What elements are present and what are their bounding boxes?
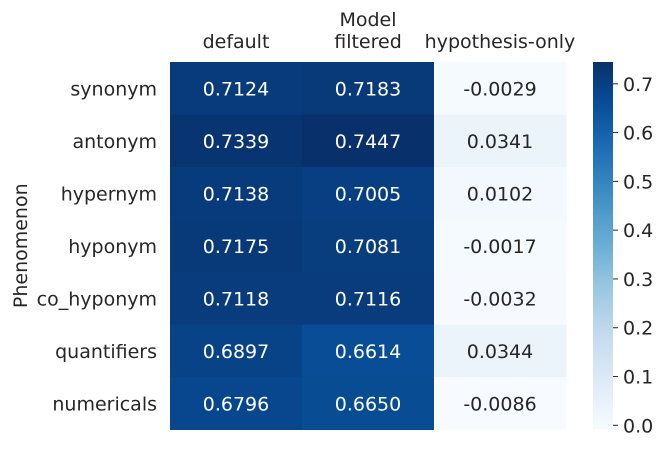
row-label: hyponym bbox=[68, 236, 157, 258]
colorbar-tick-label: 0.2 bbox=[623, 318, 653, 340]
heatmap-cell bbox=[434, 62, 567, 115]
heatmap-cell bbox=[170, 272, 303, 325]
heatmap-cell bbox=[302, 219, 435, 273]
cell-value-label: -0.0032 bbox=[463, 288, 536, 310]
column-labels: default filtered hypothesis-only bbox=[203, 31, 576, 53]
colorbar-tick-label: 0.0 bbox=[623, 415, 653, 437]
cell-value-label: 0.7118 bbox=[203, 288, 269, 310]
colorbar-tick-label: 0.5 bbox=[623, 171, 653, 193]
colorbar-tick-label: 0.6 bbox=[623, 123, 653, 145]
cell-value-label: 0.0102 bbox=[467, 183, 533, 205]
cell-value-label: 0.7175 bbox=[203, 236, 269, 258]
cell-value-label: 0.6650 bbox=[335, 393, 401, 415]
colorbar-gradient bbox=[593, 62, 613, 430]
cell-value-label: 0.7081 bbox=[335, 236, 401, 258]
heatmap-cell bbox=[170, 62, 303, 115]
cell-value-label: 0.7138 bbox=[203, 183, 269, 205]
cell-value-label: 0.0344 bbox=[467, 341, 533, 363]
colorbar-tick-label: 0.4 bbox=[623, 220, 653, 242]
cell-value-label: 0.6796 bbox=[203, 393, 269, 415]
cell-value-label: 0.6614 bbox=[335, 341, 401, 363]
cell-value-label: 0.7447 bbox=[335, 131, 401, 153]
cell-value-label: 0.7339 bbox=[203, 131, 269, 153]
colorbar: 0.0 0.1 0.2 0.3 0.4 0.5 0.6 0.7 bbox=[593, 62, 653, 437]
cell-value-label: 0.7124 bbox=[203, 78, 269, 100]
heatmap-cell bbox=[302, 324, 435, 378]
heatmap-cell bbox=[434, 114, 567, 168]
heatmap-cell bbox=[434, 219, 567, 273]
row-labels: synonym antonym hypernym hyponym co_hyponymq… bbox=[37, 78, 157, 415]
cell-value-label: 0.7005 bbox=[335, 183, 401, 205]
row-label: antonym bbox=[72, 131, 157, 153]
heatmap-cell bbox=[170, 324, 303, 378]
colorbar-tick-label: 0.7 bbox=[623, 74, 653, 96]
heatmap-cell bbox=[170, 167, 303, 220]
colorbar-tick-label: 0.1 bbox=[623, 367, 653, 389]
column-label: hypothesis-only bbox=[425, 31, 576, 53]
cell-value-label: -0.0017 bbox=[463, 236, 536, 258]
heatmap-cell bbox=[170, 219, 303, 273]
row-label: co_hyponym bbox=[37, 288, 157, 310]
heatmap-cell bbox=[434, 167, 567, 220]
heatmap-cell bbox=[302, 167, 435, 220]
y-axis-title: Phenomenon bbox=[10, 183, 32, 308]
cell-value-label: 0.6897 bbox=[203, 341, 269, 363]
heatmap-cell bbox=[302, 62, 435, 115]
cell-value-label: -0.0086 bbox=[463, 393, 536, 415]
cell-value-label: -0.0029 bbox=[463, 78, 536, 100]
cell-value-label: 0.0341 bbox=[467, 131, 533, 153]
heatmap-cell bbox=[302, 377, 435, 430]
heatmap-cell bbox=[170, 377, 303, 430]
column-label: default bbox=[203, 31, 270, 53]
heatmap-cell bbox=[302, 114, 435, 168]
heatmap-cell bbox=[302, 272, 435, 325]
column-label: filtered bbox=[334, 31, 402, 53]
heatmap-cell bbox=[170, 114, 303, 168]
row-label: quantifiers bbox=[55, 341, 157, 363]
x-axis-title: Model bbox=[339, 9, 396, 31]
row-label: numericals bbox=[52, 393, 157, 415]
cell-value-label: 0.7183 bbox=[335, 78, 401, 100]
colorbar-tick-label: 0.3 bbox=[623, 269, 653, 291]
row-label: synonym bbox=[70, 78, 157, 100]
heatmap-cell bbox=[434, 377, 567, 430]
row-label: hypernym bbox=[61, 183, 157, 205]
cell-value-label: 0.7116 bbox=[335, 288, 401, 310]
heatmap-cell bbox=[434, 272, 567, 325]
heatmap-cells: 0.7124 0.7183 -0.0029 0.7339 0.7447 0.0341 0.7… bbox=[170, 62, 567, 430]
heatmap-cell bbox=[434, 324, 567, 378]
